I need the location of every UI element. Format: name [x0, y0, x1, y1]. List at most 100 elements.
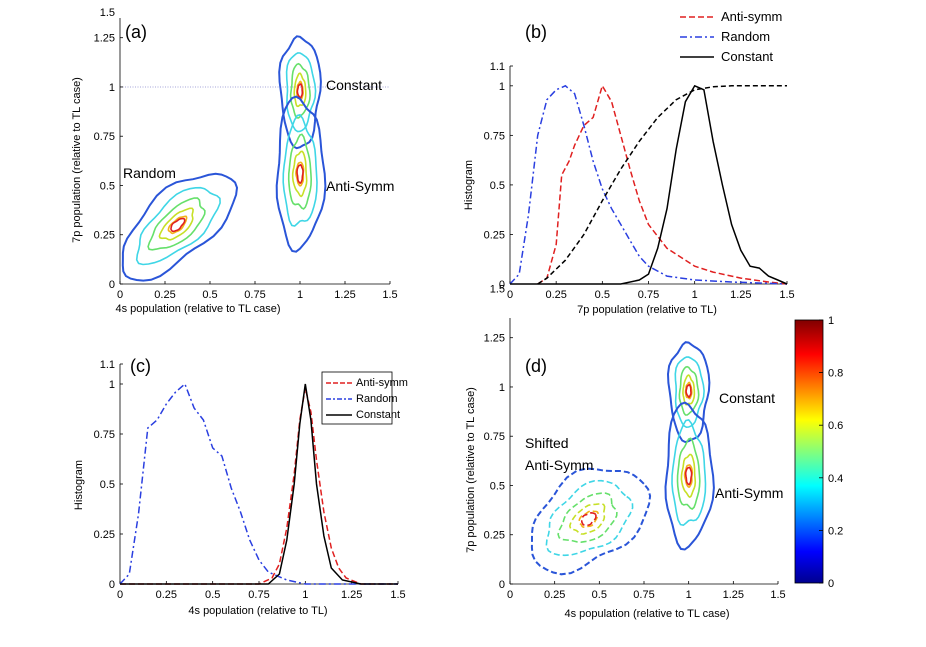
x-tick-label: 1.25 — [730, 289, 751, 301]
x-tick-label: 1.25 — [334, 289, 355, 301]
contour-line — [557, 492, 618, 544]
colorbar-tick-label: 0.6 — [828, 420, 843, 432]
y-tick-label: 1.1 — [100, 359, 115, 371]
panel-b-axes — [509, 66, 787, 285]
x-tick-label: 0.75 — [244, 289, 265, 301]
colorbar-tick-label: 0.4 — [828, 473, 843, 485]
contour-line — [683, 464, 694, 488]
x-tick-label: 0.75 — [633, 589, 654, 601]
x-tick-label: 0.75 — [638, 289, 659, 301]
x-tick-label: 0 — [507, 289, 513, 301]
legend-c-antisymm-label: Anti-symm — [356, 377, 408, 389]
y-tick-label: 0 — [109, 279, 115, 291]
contour-line — [291, 150, 308, 198]
x-tick-label: 1 — [692, 289, 698, 301]
y-tick-label: 0.75 — [94, 429, 115, 441]
contour-line — [278, 35, 322, 150]
contour-line — [285, 52, 317, 133]
panel-b-ylabel: Histogram — [463, 160, 475, 210]
y-tick-label: 0.25 — [94, 529, 115, 541]
panel-d-annotation-anti-symm: Anti-Symm — [715, 485, 783, 501]
y-tick-label: 1.25 — [94, 33, 115, 45]
y-tick-label: 0.5 — [100, 479, 115, 491]
y-tick-label: 0.5 — [490, 480, 505, 492]
panel-c-xlabel: 4s population (relative to TL) — [188, 605, 327, 617]
y-tick-label: 0.25 — [484, 530, 505, 542]
y-tick-label: 1.1 — [490, 61, 505, 73]
series-line — [537, 83, 788, 285]
contour-line — [685, 383, 692, 398]
y-tick-label: 0.5 — [490, 180, 505, 192]
contour-line — [158, 207, 194, 241]
legend-c-constant-label: Constant — [356, 409, 400, 421]
x-tick-label: 0.25 — [545, 289, 566, 301]
y-tick-label: 0.25 — [484, 229, 505, 241]
panel-b-xlabel: 7p population (relative to TL) — [577, 304, 717, 316]
contour-line — [676, 437, 701, 510]
panel-d-label: (d) — [525, 356, 547, 376]
panel-c-ticks: 0 0.25 0.5 0.75 1 1.25 1.5 0 0.25 0.5 0.75 1 1.1 — [94, 359, 406, 601]
panel-d-xlabel: 4s population (relative to TL case) — [564, 608, 729, 620]
x-tick-label: 0.25 — [156, 589, 177, 601]
panel-a-axes — [119, 18, 390, 285]
panel-b-lines — [509, 83, 788, 285]
x-tick-label: 1 — [686, 589, 692, 601]
contour-line — [293, 72, 307, 108]
series-line — [120, 383, 398, 585]
y-tick-label: 1.25 — [484, 333, 505, 345]
x-tick-label: 1 — [302, 589, 308, 601]
series-line — [510, 84, 788, 285]
y-tick-label: 1 — [109, 379, 115, 391]
panel-d: 0 0.25 0.5 0.75 1 1.25 1.500.250.50.7511.251.5… — [465, 283, 843, 620]
panel-c-lines — [119, 382, 398, 585]
x-tick-label: 0.25 — [154, 289, 175, 301]
panel-d-ylabel: 7p population (relative to TL case) — [465, 387, 477, 553]
contour-line — [680, 453, 697, 499]
contour-line — [296, 164, 304, 184]
panel-c-legend: Anti-symm Random Constant — [321, 371, 408, 425]
y-tick-label: 0.75 — [484, 130, 505, 142]
colorbar-tick-label: 0 — [828, 578, 834, 590]
contour-line — [121, 172, 239, 282]
panel-a-contours — [121, 35, 327, 282]
x-tick-label: 0 — [117, 289, 123, 301]
contour-line — [287, 133, 313, 210]
contour-line — [530, 467, 652, 576]
y-tick-label: 0.75 — [94, 131, 115, 143]
series-line — [120, 387, 398, 585]
panel-d-contours — [530, 341, 715, 576]
x-tick-label: 1.5 — [382, 289, 397, 301]
y-tick-label: 0.25 — [94, 230, 115, 242]
series-line — [509, 84, 788, 285]
panel-d-annotation-shifted: Shifted — [525, 435, 569, 451]
panel-a-annotation-constant: Constant — [326, 77, 382, 93]
contour-line — [666, 341, 711, 444]
contour-line — [282, 113, 318, 227]
x-tick-label: 1.5 — [390, 589, 405, 601]
contour-line — [664, 401, 715, 551]
x-tick-label: 0.5 — [592, 589, 607, 601]
colorbar — [794, 319, 824, 584]
legend-c-random-label: Random — [356, 393, 398, 405]
legend-b-antisymm-label: Anti-symm — [721, 9, 782, 24]
x-tick-label: 0.5 — [205, 589, 220, 601]
series-line — [119, 382, 398, 585]
panel-a-label: (a) — [125, 22, 147, 42]
contour-line — [167, 215, 188, 235]
x-tick-label: 0.75 — [248, 589, 269, 601]
panel-b-label: (b) — [525, 22, 547, 42]
panel-d-annotation-shifted-antisymm: Anti-Symm — [525, 457, 593, 473]
y-tick-label: 1.5 — [100, 7, 115, 19]
x-tick-label: 0 — [117, 589, 123, 601]
contour-line — [545, 479, 634, 557]
y-tick-label: 0 — [499, 279, 505, 291]
contour-line — [568, 502, 606, 535]
panel-b-legend: Anti-symm Random Constant — [680, 9, 782, 64]
contour-line — [296, 83, 304, 99]
x-tick-label: 0.25 — [544, 589, 565, 601]
y-tick-label: 0.75 — [484, 431, 505, 443]
